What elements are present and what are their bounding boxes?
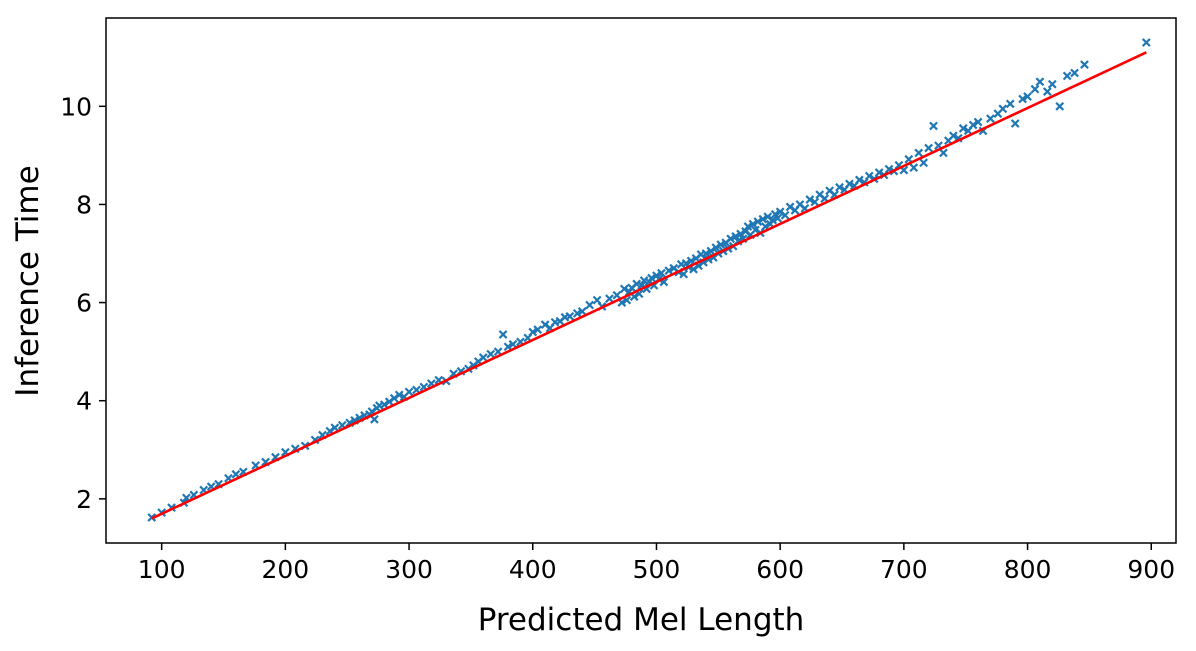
scatter-point	[605, 294, 614, 304]
y-tick-label: 8	[76, 190, 92, 219]
scatter-point	[701, 249, 711, 258]
x-tick-label: 900	[1127, 555, 1175, 584]
scatter-point	[528, 327, 538, 337]
scatter-point	[948, 131, 958, 141]
scatter-point	[845, 179, 854, 189]
scatter-point	[711, 243, 721, 253]
scatter-point	[657, 268, 666, 278]
scatter-point	[958, 124, 968, 133]
y-tick-label: 2	[76, 485, 92, 514]
scatter-point	[716, 240, 726, 250]
scatter-point	[726, 234, 736, 244]
scatter-point	[1042, 87, 1052, 96]
scatter-point	[619, 284, 629, 294]
x-tick-label: 400	[509, 555, 557, 584]
scatter-point	[810, 197, 820, 207]
scatter-point	[909, 163, 919, 173]
scatter-point	[748, 219, 758, 229]
scatter-point	[478, 353, 488, 362]
y-axis-ticks: 2 4 6 8 10	[60, 92, 106, 514]
scatter-point	[835, 182, 844, 192]
scatter-point	[973, 117, 983, 127]
scatter-point	[1047, 79, 1057, 89]
fit-line	[151, 51, 1147, 520]
scatter-point	[612, 290, 622, 300]
y-tick-label: 6	[76, 289, 92, 318]
axes-frame	[105, 17, 1177, 544]
scatter-point	[1035, 77, 1045, 87]
scatter-point	[1080, 60, 1089, 69]
plot-area	[105, 17, 1177, 544]
scatter-point	[404, 387, 414, 397]
scatter-point	[1030, 84, 1040, 94]
scatter-point	[1023, 92, 1032, 101]
x-tick-label: 300	[385, 555, 433, 584]
scatter-point	[986, 114, 995, 123]
scatter-point	[968, 120, 978, 130]
scatter-point	[572, 308, 582, 318]
scatter-point	[1010, 119, 1020, 128]
scatter-point	[854, 175, 864, 185]
x-tick-label: 600	[756, 555, 804, 584]
x-axis-label: Predicted Mel Length	[478, 602, 805, 638]
scatter-point	[1141, 38, 1151, 47]
scatter-point	[486, 349, 496, 359]
scatter-point	[780, 210, 790, 220]
scatter-point	[736, 229, 745, 239]
scatter-point	[370, 414, 379, 424]
x-axis-ticks: 100 200 300 400 500 600 700 800 900	[138, 543, 1175, 584]
scatter-point	[565, 311, 575, 321]
scatter-point	[743, 222, 753, 231]
x-tick-label: 500	[633, 555, 681, 584]
scatter-point	[498, 330, 508, 339]
scatter-point	[919, 158, 929, 168]
scatter-point	[1005, 99, 1015, 109]
x-tick-label: 100	[138, 555, 186, 584]
scatter-point	[330, 423, 340, 433]
scatter-point	[533, 325, 543, 334]
scatter-point	[998, 104, 1008, 114]
scatter-point	[864, 171, 874, 181]
scatter-point	[939, 148, 948, 158]
y-axis-label: Inference Time	[10, 165, 46, 396]
x-tick-label: 700	[880, 555, 928, 584]
scatter-point	[773, 213, 783, 223]
scatter-point	[805, 195, 815, 204]
scatter-point	[753, 217, 763, 226]
scatter-point	[585, 300, 595, 310]
scatter-point	[577, 307, 587, 316]
scatter-point	[1055, 101, 1065, 111]
scatter-point	[924, 143, 933, 153]
scatter-point	[914, 148, 924, 158]
scatter-point	[768, 215, 778, 225]
scatter-point	[1018, 94, 1027, 104]
scatter-point	[929, 121, 938, 131]
scatter-point	[731, 231, 741, 241]
x-tick-label: 200	[262, 555, 310, 584]
scatter-point	[647, 273, 656, 283]
scatter-point	[1062, 71, 1072, 81]
scatter-point	[874, 168, 884, 177]
scatter-point	[751, 225, 760, 235]
x-tick-label: 800	[1004, 555, 1052, 584]
y-tick-label: 10	[60, 92, 92, 121]
scatter-point	[664, 266, 674, 276]
scatter-point	[1070, 68, 1079, 78]
scatter-point	[758, 214, 768, 224]
scatter-point	[394, 390, 404, 400]
y-tick-label: 4	[76, 387, 92, 416]
